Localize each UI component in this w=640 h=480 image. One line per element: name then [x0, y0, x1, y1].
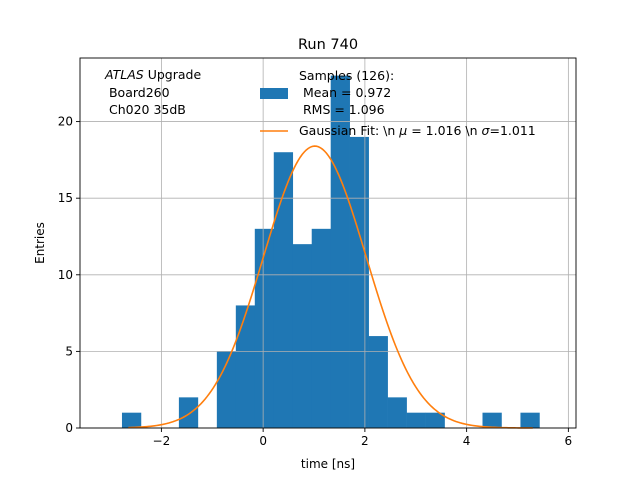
axis-ticks: −2 0 2 4 6 0 5 10 15 20 [58, 115, 572, 448]
legend-histogram-mean: Mean = 0.972 [299, 85, 391, 100]
y-tick-label: 0 [65, 421, 73, 435]
legend-fit-prefix: Gaussian Fit: \n [299, 123, 399, 138]
annotation-line-1: ATLAS Upgrade [104, 67, 201, 82]
legend-fit-sigma-symbol: σ [482, 123, 491, 138]
y-axis-label: Entries [33, 222, 47, 264]
gaussian-fit [128, 145, 533, 429]
x-tick-label: 2 [361, 434, 369, 448]
x-tick-label: 4 [463, 434, 471, 448]
histogram-bar [387, 397, 407, 428]
legend-histogram-rms: RMS = 1.096 [299, 102, 385, 117]
legend-fit-label: Gaussian Fit: \n μ = 1.016 \n σ=1.011 [299, 123, 536, 138]
histogram-bar [292, 244, 313, 428]
histogram-bar [368, 336, 388, 428]
y-tick-label: 15 [58, 191, 73, 205]
legend: Samples (126): Mean = 0.972 RMS = 1.096 … [260, 68, 536, 138]
histogram-bar [121, 412, 142, 428]
plot-frame [79, 57, 577, 429]
legend-swatch-histogram [260, 88, 288, 99]
histogram-bar [273, 152, 294, 428]
gaussian-fit-curve [128, 145, 533, 429]
legend-fit-sigma-value: =1.011 [489, 123, 535, 138]
atlas-annotation: ATLAS Upgrade Board260 Ch020 35dB [104, 67, 201, 117]
x-tick-label: 0 [259, 434, 267, 448]
histogram-bar [482, 412, 502, 428]
histogram-bar [216, 351, 237, 428]
annotation-line-3: Ch020 35dB [105, 102, 186, 117]
histogram-bar [406, 412, 426, 428]
y-tick-label: 5 [65, 344, 73, 358]
histogram-bar [178, 397, 199, 428]
annotation-upgrade: Upgrade [144, 67, 202, 82]
histogram-bars [121, 75, 540, 428]
histogram-bar [425, 412, 445, 428]
legend-fit-mu-value: = 1.016 \n [407, 123, 481, 138]
histogram-bar [349, 136, 369, 428]
x-tick-label: 6 [565, 434, 573, 448]
legend-histogram-label: Samples (126): [299, 68, 394, 83]
histogram-bar [330, 75, 350, 428]
histogram-bar [235, 305, 256, 428]
histogram-bar [520, 412, 540, 428]
annotation-atlas-italic: ATLAS [104, 67, 144, 82]
y-tick-label: 10 [58, 268, 73, 282]
histogram-bar [254, 228, 275, 428]
y-tick-label: 20 [58, 115, 73, 129]
legend-fit-mu-symbol: μ [398, 123, 407, 138]
x-tick-label: −2 [153, 434, 171, 448]
histogram-bar [311, 228, 331, 428]
x-axis-label: time [ns] [301, 457, 355, 471]
annotation-line-2: Board260 [105, 85, 170, 100]
chart-title: Run 740 [298, 37, 358, 53]
